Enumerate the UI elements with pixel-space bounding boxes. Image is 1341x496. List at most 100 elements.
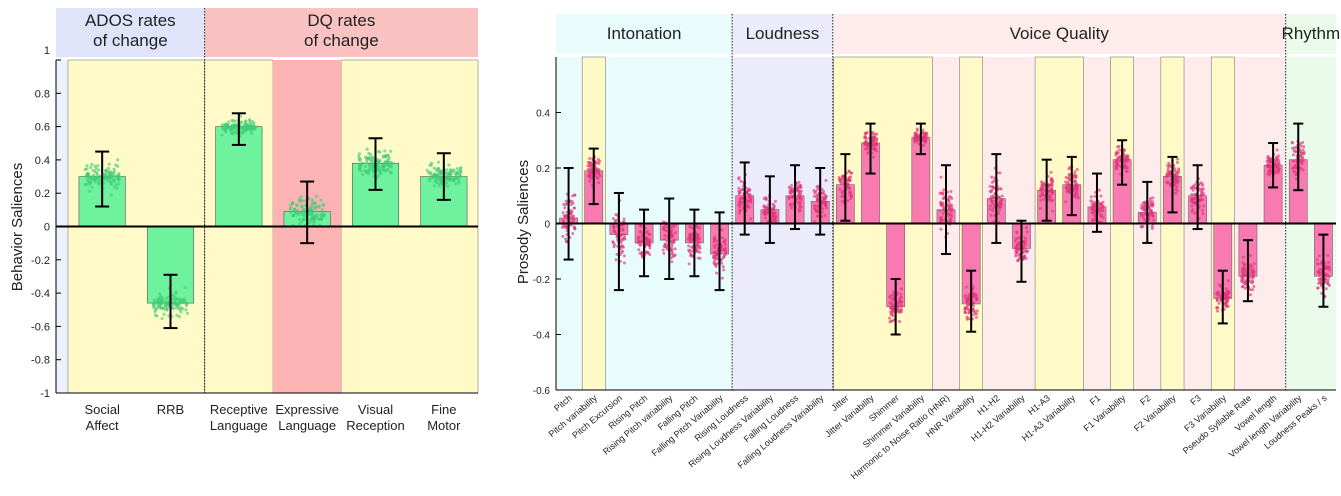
- data-point: [1266, 154, 1270, 158]
- data-point: [720, 261, 724, 265]
- data-point: [1251, 288, 1255, 292]
- data-point: [357, 168, 361, 172]
- data-point: [997, 211, 1001, 215]
- data-point: [873, 147, 877, 151]
- data-point: [459, 166, 463, 170]
- data-point: [765, 208, 769, 212]
- data-point: [849, 171, 853, 175]
- data-point: [1215, 296, 1219, 300]
- data-point: [220, 123, 225, 127]
- group-header-label: of change: [304, 31, 379, 50]
- data-point: [433, 173, 437, 177]
- data-point: [295, 209, 299, 213]
- data-point: [1025, 230, 1029, 234]
- data-point: [107, 162, 111, 166]
- data-point: [1191, 188, 1195, 192]
- data-point: [1274, 155, 1278, 159]
- data-point: [913, 138, 917, 142]
- data-point: [1223, 295, 1227, 299]
- data-point: [749, 201, 753, 205]
- data-point: [95, 171, 99, 175]
- data-point: [300, 205, 304, 209]
- data-point: [847, 169, 851, 173]
- data-point: [319, 198, 323, 202]
- x-tick-label: Visual: [358, 402, 393, 417]
- data-point: [390, 162, 394, 166]
- data-point: [749, 217, 753, 221]
- data-point: [1140, 212, 1144, 216]
- data-point: [1100, 203, 1104, 207]
- data-point: [1023, 254, 1027, 258]
- data-point: [888, 316, 892, 320]
- data-point: [993, 203, 997, 207]
- data-point: [947, 195, 951, 199]
- data-point: [1015, 243, 1019, 247]
- data-point: [1215, 298, 1219, 302]
- data-point: [302, 217, 306, 221]
- data-point: [176, 297, 180, 301]
- data-point: [588, 179, 592, 183]
- data-point: [389, 171, 393, 175]
- data-point: [587, 175, 591, 179]
- data-point: [1047, 193, 1051, 197]
- data-point: [972, 301, 976, 305]
- data-point: [622, 261, 626, 265]
- data-point: [179, 310, 183, 314]
- data-point: [389, 165, 393, 169]
- data-point: [622, 254, 626, 258]
- data-point: [661, 248, 665, 252]
- y-tick-label: 0.2: [35, 188, 50, 200]
- data-point: [870, 142, 874, 146]
- data-point: [1198, 204, 1202, 208]
- data-point: [247, 118, 252, 122]
- data-point: [672, 254, 676, 258]
- data-point: [948, 202, 952, 206]
- data-point: [1249, 270, 1253, 274]
- data-point: [772, 207, 776, 211]
- data-point: [1076, 195, 1080, 199]
- data-point: [363, 164, 368, 168]
- data-point: [428, 170, 433, 175]
- data-point: [619, 247, 623, 251]
- data-point: [662, 251, 666, 255]
- data-point: [795, 187, 799, 191]
- data-point: [1189, 186, 1193, 190]
- data-point: [1201, 212, 1205, 216]
- data-point: [813, 191, 817, 195]
- data-point: [737, 186, 741, 190]
- x-tick-label: RRB: [157, 402, 184, 417]
- data-point: [899, 303, 903, 307]
- data-point: [365, 160, 369, 164]
- data-point: [1299, 144, 1303, 148]
- data-point: [871, 131, 875, 135]
- data-point: [662, 225, 666, 229]
- data-point: [231, 119, 235, 123]
- y-tick-label: -0.6: [533, 386, 551, 397]
- data-point: [846, 199, 850, 203]
- data-point: [159, 302, 164, 306]
- data-point: [1013, 239, 1017, 243]
- data-point: [298, 218, 302, 222]
- x-tick-label: Reception: [346, 418, 405, 433]
- data-point: [437, 169, 441, 173]
- data-point: [1244, 268, 1248, 272]
- bar: [215, 126, 263, 227]
- data-point: [797, 180, 801, 184]
- data-point: [621, 228, 625, 232]
- data-point: [874, 142, 878, 146]
- data-point: [1202, 204, 1206, 208]
- data-point: [319, 213, 323, 217]
- data-point: [317, 205, 321, 209]
- data-point: [815, 185, 819, 189]
- data-point: [966, 307, 970, 311]
- data-point: [1277, 167, 1281, 171]
- data-point: [1316, 262, 1320, 266]
- data-point: [1073, 170, 1077, 174]
- data-point: [816, 210, 820, 214]
- data-point: [787, 185, 791, 189]
- data-point: [714, 263, 718, 267]
- data-point: [360, 172, 365, 177]
- data-point: [997, 205, 1001, 209]
- data-point: [1051, 209, 1055, 213]
- data-point: [799, 192, 803, 196]
